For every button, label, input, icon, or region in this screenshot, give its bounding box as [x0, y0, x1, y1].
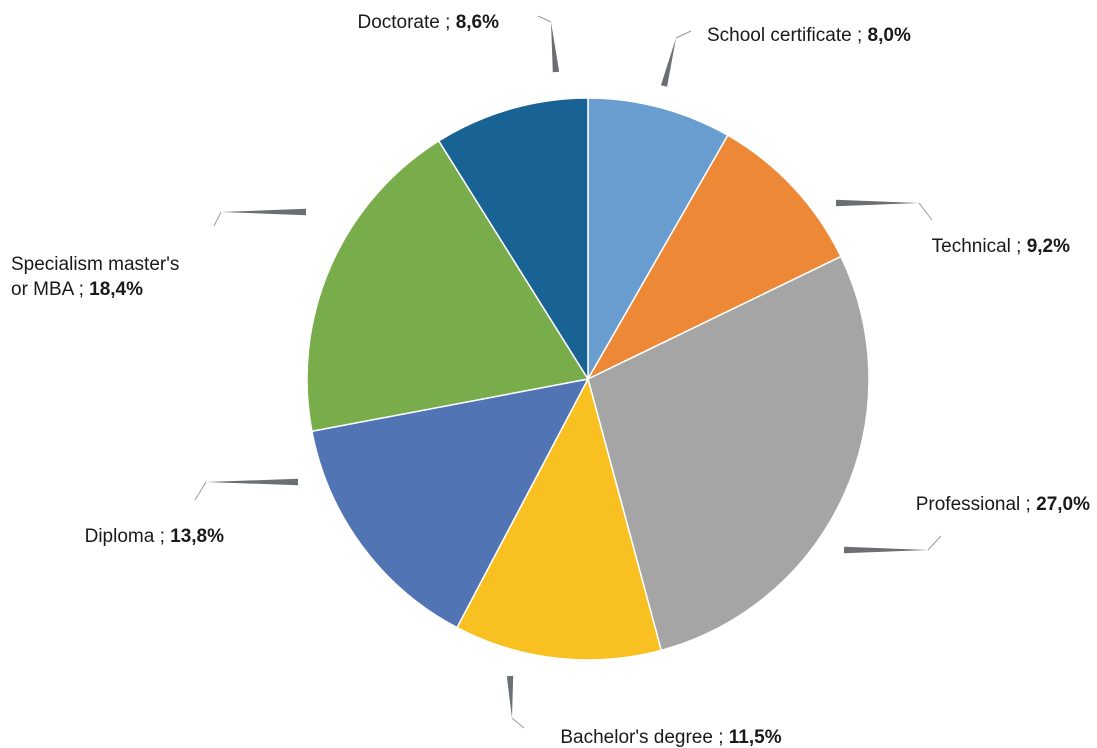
leader-line-doctorate	[537, 15, 560, 73]
data-label-school-certificate: School certificate ; 8,0%	[707, 25, 911, 46]
leader-line-specialism-master-s-or-mba	[213, 208, 306, 227]
data-label-diploma: Diploma ; 13,8%	[85, 526, 225, 547]
data-label-specialism-master-s-or-mba: Specialism master's or MBA ; 18,4%	[11, 254, 179, 300]
leader-line-diploma	[194, 478, 298, 501]
leader-lines	[194, 15, 942, 729]
pie-slice-diploma	[311, 377, 590, 629]
pie-slice-doctorate	[437, 97, 589, 382]
leader-line-professional	[844, 535, 942, 554]
data-label-professional: Professional ; 27,0%	[916, 494, 1090, 515]
pie-slice-professional	[587, 255, 870, 652]
pie-slice-bachelor-s-degree	[455, 376, 663, 661]
data-label-doctorate: Doctorate ; 8,6%	[357, 12, 499, 33]
leader-line-bachelor-s-degree	[506, 675, 525, 729]
data-label-bachelor-s-degree: Bachelor's degree ; 11,5%	[560, 727, 781, 748]
pie-slice-specialism-master-s-or-mba	[306, 139, 590, 433]
leader-line-school-certificate	[660, 30, 692, 87]
leader-line-technical	[836, 199, 933, 221]
pie-slices	[306, 97, 870, 661]
pie-slice-technical	[586, 134, 842, 381]
pie-slice-school-certificate	[587, 97, 729, 382]
data-labels: School certificate ; 8,0% Technical ; 9,2…	[11, 12, 1090, 748]
data-label-technical: Technical ; 9,2%	[932, 236, 1070, 257]
